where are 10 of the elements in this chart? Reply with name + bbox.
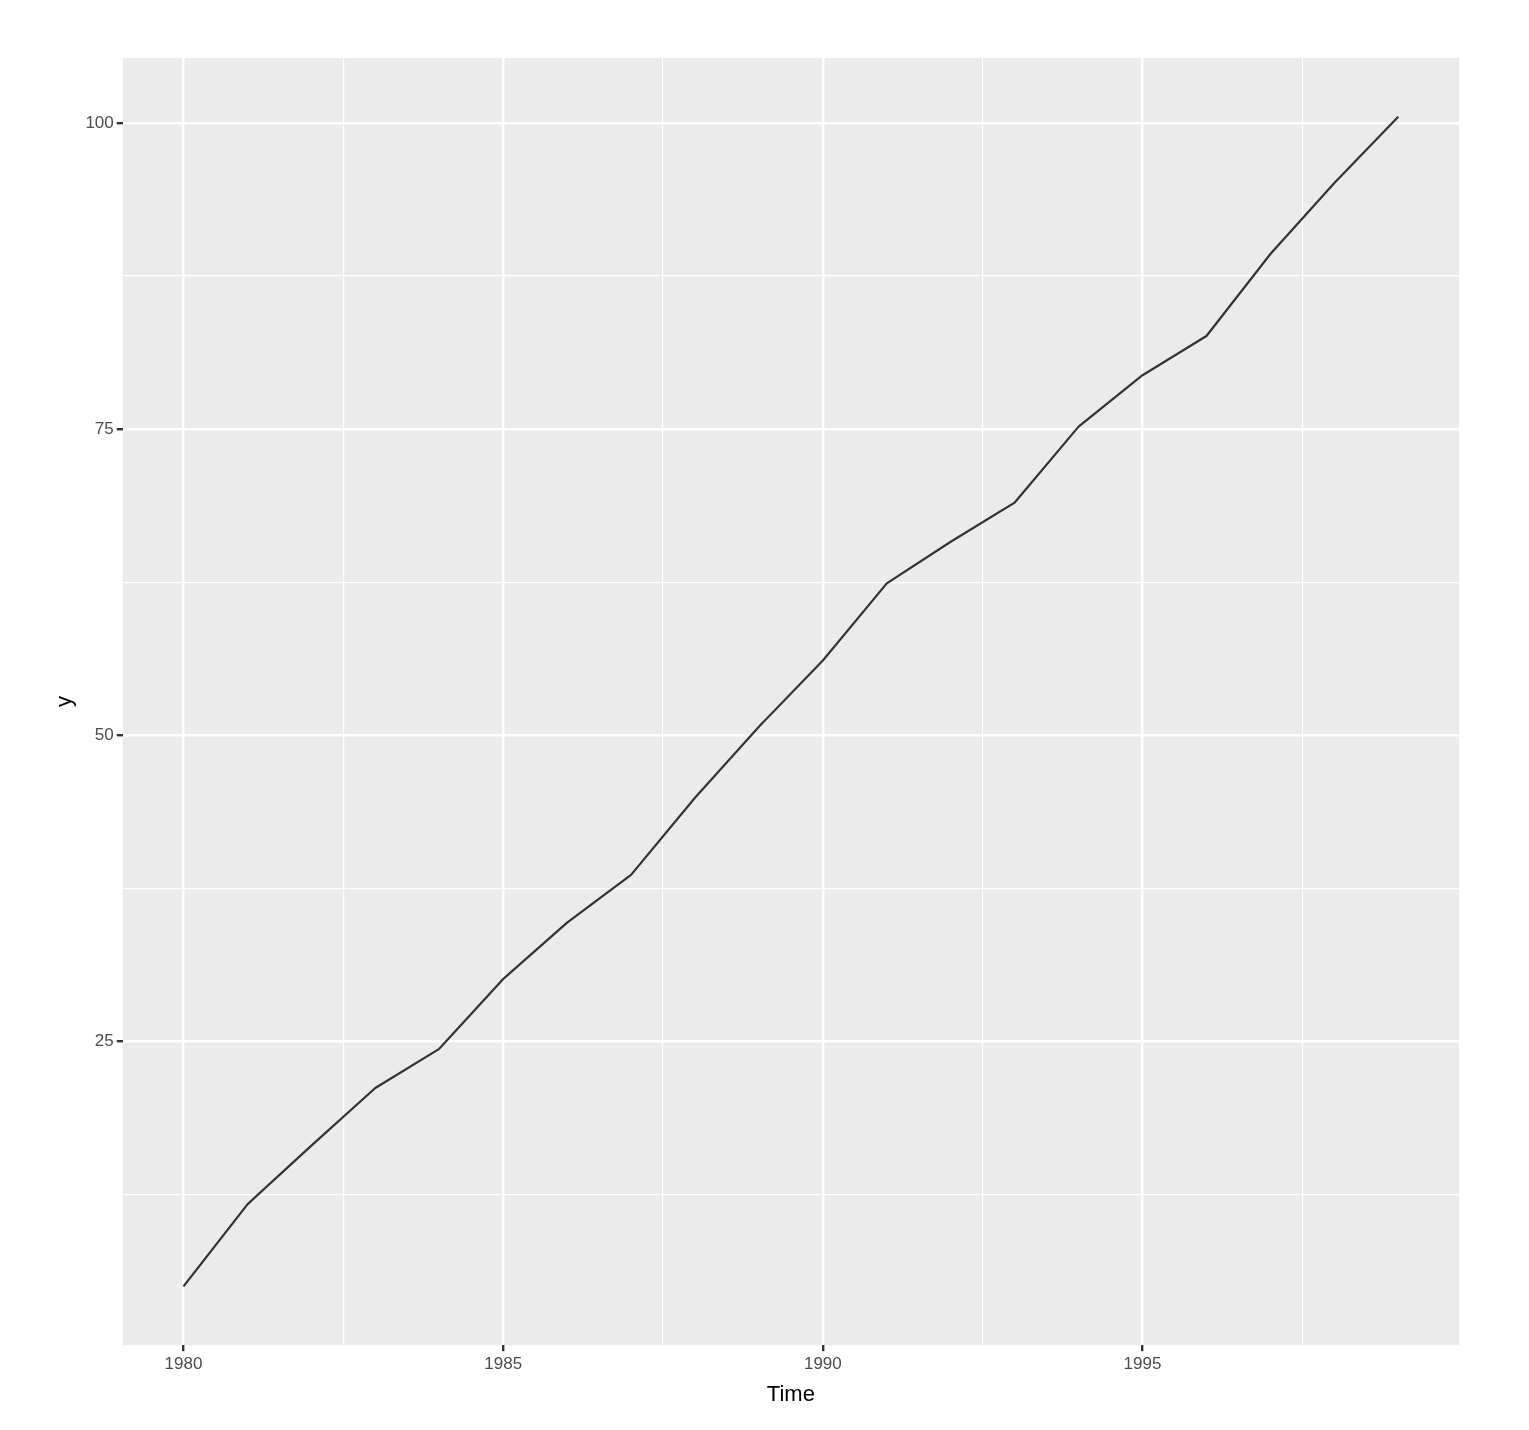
y-tick-label: 100 <box>85 112 114 132</box>
y-tick-label: 75 <box>94 418 114 438</box>
x-tick-label: 1995 <box>1123 1354 1162 1374</box>
x-tick-label: 1980 <box>164 1354 203 1374</box>
x-tick-label: 1990 <box>803 1354 842 1374</box>
y-tick-label: 25 <box>94 1031 114 1051</box>
y-tick-label: 50 <box>94 724 114 744</box>
y-axis-title: y <box>51 696 77 708</box>
x-tick-label: 1985 <box>484 1354 523 1374</box>
x-axis-title: Time <box>766 1380 815 1406</box>
